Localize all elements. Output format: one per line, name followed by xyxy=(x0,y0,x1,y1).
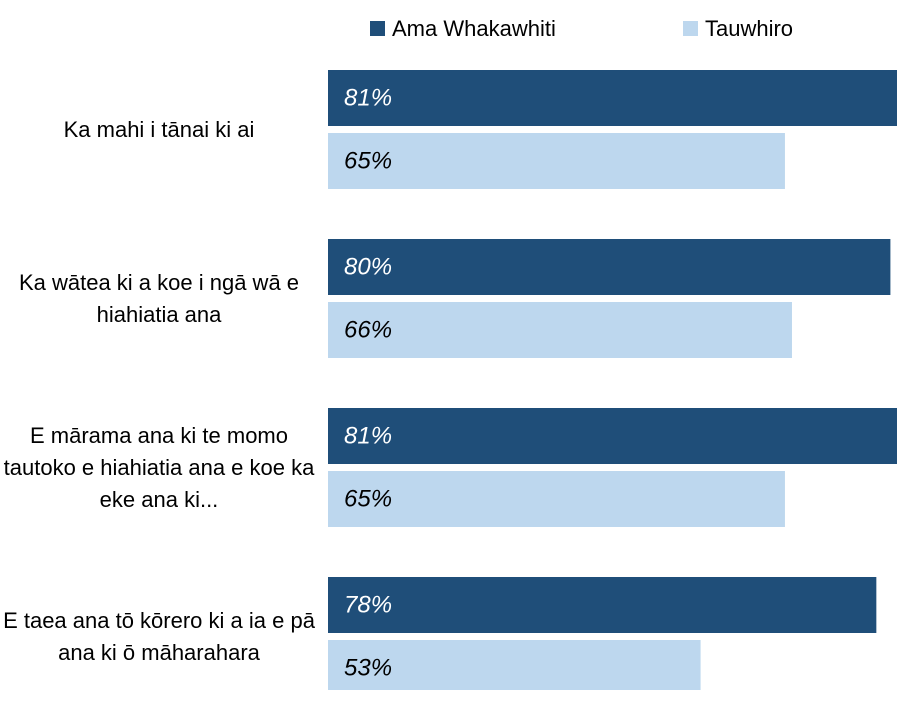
value-label: 65% xyxy=(344,485,392,512)
category-label: E taea ana tō kōrero ki a ia e pā ana ki… xyxy=(3,607,315,665)
legend-label: Tauwhiro xyxy=(705,16,793,41)
legend-label: Ama Whakawhiti xyxy=(392,16,556,41)
value-label: 53% xyxy=(344,654,392,681)
bar xyxy=(328,471,785,527)
bar xyxy=(328,70,897,126)
legend-swatch xyxy=(683,21,698,36)
value-label: 81% xyxy=(344,422,392,449)
page: {"chart_data": {"type": "bar", "orientat… xyxy=(3,15,897,690)
category-label: Ka wātea ki a koe i ngā wā e hiahiatia a… xyxy=(18,269,300,327)
category-label: E mārama ana ki te momo tautoko e hiahia… xyxy=(3,422,315,512)
category-label: Ka mahi i tānai ki ai xyxy=(63,116,255,142)
bar xyxy=(328,408,897,464)
bar xyxy=(328,577,877,633)
bar xyxy=(328,302,792,358)
value-label: 65% xyxy=(344,147,392,174)
value-label: 81% xyxy=(344,84,392,111)
bar xyxy=(328,133,785,189)
value-label: 66% xyxy=(344,316,392,343)
chart: Ama Whakawhiti Tauwhiro 81% 65% 80% 66% 81% 65%… xyxy=(328,16,897,690)
bar xyxy=(328,239,891,295)
value-label: 78% xyxy=(344,591,392,618)
legend-swatch xyxy=(370,21,385,36)
value-label: 80% xyxy=(344,253,392,280)
bar xyxy=(328,640,701,690)
